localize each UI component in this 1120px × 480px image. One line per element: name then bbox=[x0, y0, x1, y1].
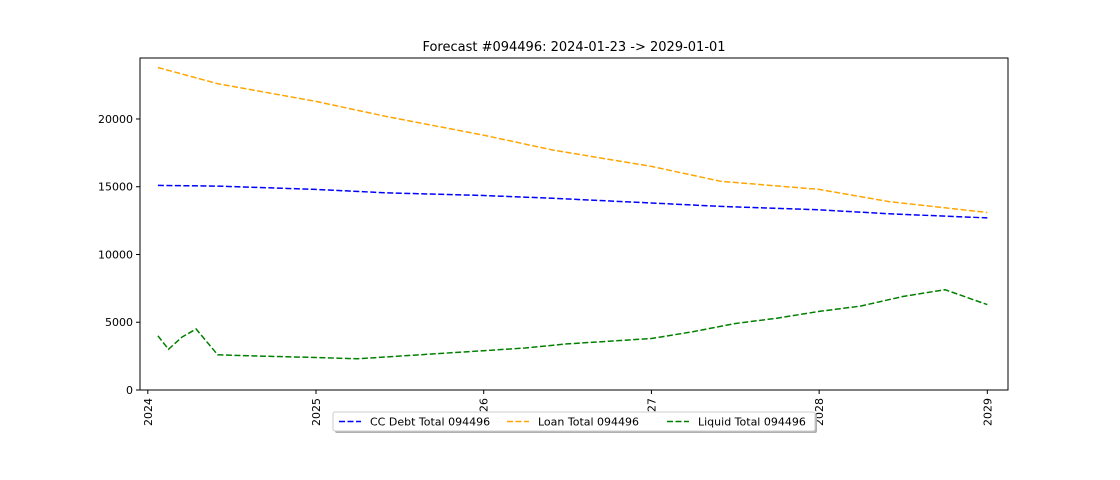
legend-label-0: CC Debt Total 094496 bbox=[370, 416, 490, 429]
y-tick-label-4: 20000 bbox=[98, 113, 133, 126]
y-tick-label-1: 5000 bbox=[105, 316, 133, 329]
plot-frame bbox=[139, 57, 1009, 391]
y-tick-label-3: 15000 bbox=[98, 181, 133, 194]
x-tick-label-0: 2024 bbox=[142, 398, 155, 426]
legend: CC Debt Total 094496 Loan Total 094496 Liq… bbox=[332, 411, 817, 433]
legend-label-1: Loan Total 094496 bbox=[538, 416, 639, 429]
chart-title: Forecast #094496: 2024-01-23 -> 2029-01-… bbox=[422, 40, 725, 55]
legend-label-2: Liquid Total 094496 bbox=[698, 416, 806, 429]
y-tick-label-2: 10000 bbox=[98, 248, 133, 261]
x-tick-label-5: 2029 bbox=[981, 398, 994, 426]
series-line-2 bbox=[157, 288, 988, 360]
series-line-0 bbox=[157, 184, 988, 219]
series-layer bbox=[157, 66, 988, 360]
series-line-1 bbox=[157, 66, 988, 214]
legend-box bbox=[332, 411, 816, 432]
y-tick-label-0: 0 bbox=[126, 384, 133, 397]
axis-layer: 0500010000150002000020242025202620272028… bbox=[98, 113, 994, 426]
x-tick-label-1: 2025 bbox=[310, 398, 323, 426]
